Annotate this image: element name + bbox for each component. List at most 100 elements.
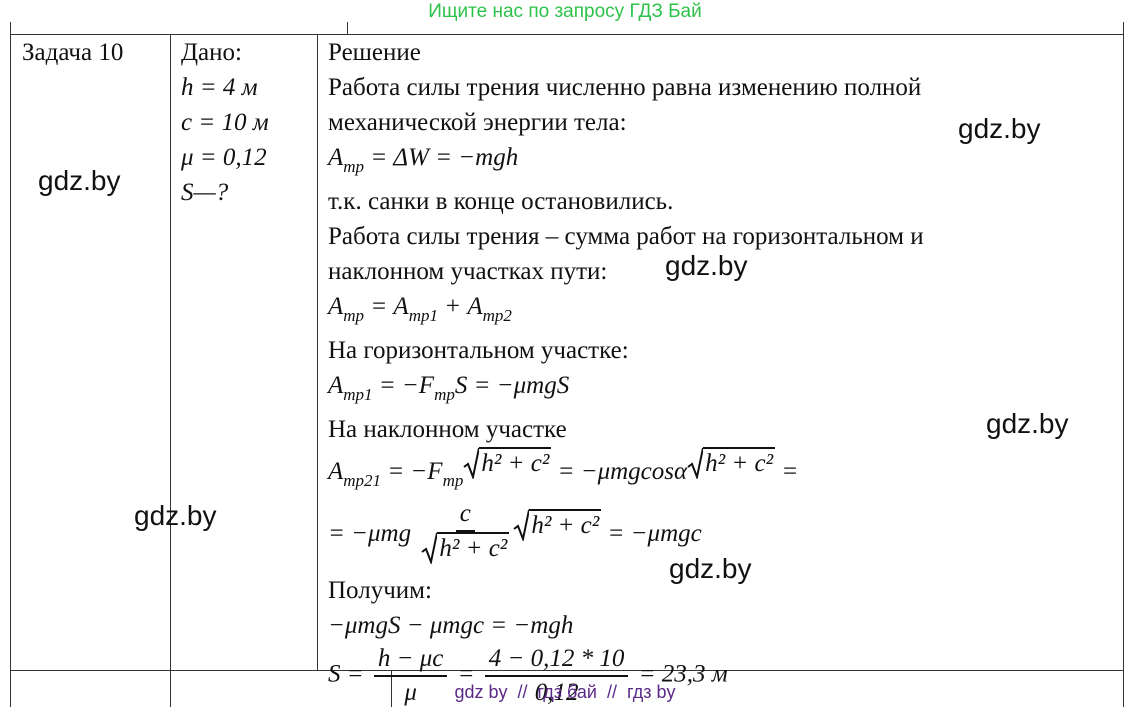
text: h = 4 м <box>181 74 258 101</box>
text: = −μmgc <box>601 520 702 548</box>
watermark: gdz.by <box>38 165 121 196</box>
border <box>10 670 1124 671</box>
border <box>1123 22 1124 34</box>
text: 0,12 <box>534 679 579 706</box>
border <box>347 22 348 34</box>
text: = <box>775 458 799 485</box>
square-root: h² + c² <box>421 532 510 564</box>
border <box>10 34 1124 35</box>
text: h² + c² <box>481 450 550 477</box>
subscript: тр <box>442 471 464 490</box>
given-line: c = 10 м <box>181 105 269 140</box>
solution-cell: Решение Работа силы трения численно равна… <box>328 35 1118 709</box>
text: S = <box>328 660 370 688</box>
text: т.к. санки в конце остановились. <box>328 188 674 215</box>
text: На горизонтальном участке: <box>328 337 629 364</box>
formula: = −μmg c h² + c² h² + c² = −μmgc <box>328 498 1118 573</box>
text-line: наклонном участках пути: <box>328 254 1118 289</box>
square-root: h² + c² <box>513 509 602 542</box>
numerator: 4 − 0,12 * 10 <box>484 643 629 677</box>
text: h − μc <box>377 645 444 672</box>
text-line: На горизонтальном участке: <box>328 333 1118 368</box>
radicand: h² + c² <box>703 447 776 479</box>
text: = −F <box>381 458 443 485</box>
denominator: h² + c² <box>421 532 510 573</box>
square-root: h² + c² <box>463 447 552 479</box>
watermark: gdz.by <box>958 113 1041 144</box>
formula: S = h − μc μ = 4 − 0,12 * 10 0,12 = 23,3 м <box>328 643 1118 709</box>
text: A <box>328 293 344 320</box>
text: Получим: <box>328 577 432 604</box>
text: S—? <box>181 179 229 206</box>
subscript: тр1 <box>408 306 438 325</box>
text: = −μmg <box>328 520 418 548</box>
watermark: gdz.by <box>986 408 1069 439</box>
text: μ <box>404 679 417 706</box>
text: A <box>328 372 344 399</box>
subscript: тр <box>343 306 365 325</box>
text: μ = 0,12 <box>181 144 267 171</box>
text: Решение <box>328 39 421 66</box>
text-line: На наклонном участке <box>328 412 1118 447</box>
text: = <box>451 660 481 688</box>
denominator: μ <box>404 677 417 709</box>
text: c <box>459 500 471 527</box>
text: + A <box>438 293 483 320</box>
text-line: Получим: <box>328 573 1118 608</box>
text: = −F <box>372 372 435 399</box>
text: наклонном участках пути: <box>328 258 608 285</box>
radical-sign <box>513 510 530 542</box>
border <box>170 34 171 707</box>
border <box>391 670 392 707</box>
text: Дано: <box>181 39 242 66</box>
radicand: h² + c² <box>529 509 602 541</box>
given-line: μ = 0,12 <box>181 140 269 175</box>
text: A <box>328 144 344 171</box>
fraction: 4 − 0,12 * 10 0,12 <box>484 643 629 709</box>
radical-sign <box>687 447 704 479</box>
text-line: т.к. санки в конце остановились. <box>328 184 1118 219</box>
watermark: gdz.by <box>665 250 748 281</box>
border <box>10 22 11 34</box>
subscript: тр <box>343 157 365 176</box>
formula: Aтр1 = −FтрS = −μmgS <box>328 368 1118 412</box>
footer: gdz by // гдз бай // гдз by <box>454 682 676 702</box>
formula: Aтр21 = −Fтр h² + c² = −μmgcosα h² + c² = <box>328 447 1118 498</box>
border <box>1123 34 1124 707</box>
denominator: 0,12 <box>535 677 579 709</box>
given-line: h = 4 м <box>181 70 269 105</box>
text: На наклонном участке <box>328 416 567 443</box>
watermark: gdz.by <box>134 500 217 531</box>
formula: Aтр = ΔW = −mgh <box>328 140 1118 184</box>
text-line: Решение <box>328 35 1118 70</box>
numerator: c <box>455 498 475 532</box>
given-line: S—? <box>181 175 269 210</box>
text: = 23,3 м <box>632 660 728 688</box>
text: Работа силы трения – сумма работ на гори… <box>328 223 924 250</box>
text: A <box>328 458 344 485</box>
radicand: h² + c² <box>479 447 552 479</box>
formula: Aтр = Aтр1 + Aтр2 <box>328 289 1118 333</box>
text: = −μmgcosα <box>551 458 688 485</box>
watermark: gdz.by <box>669 553 752 584</box>
text: −μmgS − μmgc = −mgh <box>328 612 574 639</box>
given-cell: Дано: h = 4 м c = 10 м μ = 0,12 S—? <box>181 35 269 210</box>
radical-sign <box>421 532 438 564</box>
task-cell: Задача 10 <box>22 35 123 70</box>
subscript: тр21 <box>343 471 382 490</box>
text: h² + c² <box>439 535 508 562</box>
text: Работа силы трения численно равна измене… <box>328 74 922 101</box>
text: S = −μmgS <box>454 372 570 399</box>
text: = A <box>364 293 409 320</box>
text-line: Работа силы трения – сумма работ на гори… <box>328 219 1118 254</box>
subscript: тр2 <box>482 306 512 325</box>
text: = ΔW = −mgh <box>364 144 519 171</box>
numerator: h − μc <box>373 643 448 677</box>
text: h² + c² <box>531 512 600 540</box>
border <box>317 34 318 670</box>
subscript: тр <box>434 385 455 404</box>
given-line: Дано: <box>181 35 269 70</box>
task: Задача 10 <box>22 39 124 66</box>
radicand: h² + c² <box>437 532 510 564</box>
